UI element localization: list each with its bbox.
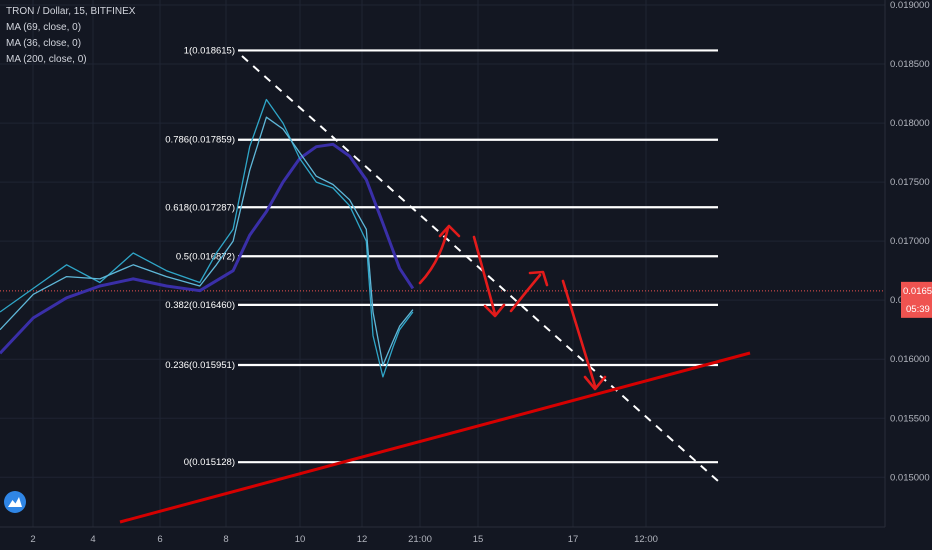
time-tick-label: 12:00 (634, 534, 658, 545)
price-axis[interactable] (885, 0, 932, 527)
dashed-resistance-line[interactable] (241, 55, 719, 482)
annotations[interactable] (119, 55, 751, 524)
indicator-ma-36[interactable]: MA (36, close, 0) (6, 38, 81, 49)
time-tick-label: 2 (30, 534, 35, 545)
last-price-box (901, 281, 932, 318)
projection-arrow (438, 224, 461, 238)
time-axis[interactable] (0, 527, 932, 550)
projection-arrow (583, 375, 607, 391)
fib-level-label: 0.618(0.017287) (165, 202, 235, 213)
time-tick-label: 8 (223, 534, 228, 545)
fib-level-label: 1(0.018615) (184, 45, 235, 56)
price-tick-label: 0.017000 (890, 236, 930, 247)
projection-arrow (418, 226, 450, 285)
price-tick-label: 0.018500 (890, 59, 930, 70)
time-tick-label: 15 (473, 534, 484, 545)
time-tick-label: 10 (295, 534, 306, 545)
series-line (0, 98, 414, 378)
fibonacci-retracement[interactable]: 1(0.018615) 0.786(0.017859) 0.618(0.017287… (165, 45, 718, 468)
fib-level-label: 0.382(0.016460) (165, 300, 235, 311)
price-tick-label: 0.017500 (890, 177, 930, 188)
fib-level-label: 0.5(0.016872) (176, 251, 235, 262)
projection-arrow (561, 279, 597, 388)
tradingview-logo-icon[interactable] (4, 491, 26, 513)
projection-arrow (472, 235, 497, 316)
price-tick-label: 0.019000 (890, 0, 930, 11)
series-line (0, 116, 414, 366)
time-tick-label: 12 (357, 534, 368, 545)
chart-legend: TRON / Dollar, 15, BITFINEX MA (69, clos… (6, 6, 136, 65)
fib-level-label: 0(0.015128) (184, 457, 235, 468)
price-tick-label: 0.018000 (890, 118, 930, 129)
projection-arrow (483, 303, 506, 318)
time-tick-label: 21:00 (408, 534, 432, 545)
indicator-ma-200[interactable]: MA (200, close, 0) (6, 54, 87, 65)
grid (0, 0, 885, 527)
symbol-title: TRON / Dollar, 15, BITFINEX (6, 6, 136, 17)
indicator-ma-69[interactable]: MA (69, close, 0) (6, 22, 81, 33)
last-price-value: 0.016579 (903, 286, 932, 297)
time-axis-ticks: 2 4 6 8 10 12 21:00 15 17 12:00 (30, 534, 658, 545)
series-line (0, 142, 415, 355)
fib-level-label: 0.786(0.017859) (165, 135, 235, 146)
price-tick-label: 0.016000 (890, 354, 930, 365)
time-tick-label: 17 (568, 534, 579, 545)
time-tick-label: 6 (157, 534, 162, 545)
projection-arrow (509, 273, 542, 313)
projection-arrow (528, 270, 549, 287)
bar-countdown: 05:39 (906, 304, 930, 315)
price-tick-label: 0.015000 (890, 472, 930, 483)
time-tick-label: 4 (90, 534, 95, 545)
fib-level-label: 0.236(0.015951) (165, 360, 235, 371)
support-trendline[interactable] (119, 351, 751, 524)
moving-averages (0, 98, 415, 378)
price-tick-label: 0.015500 (890, 413, 930, 424)
last-price-tag: 0.016579 05:39 (901, 281, 932, 318)
